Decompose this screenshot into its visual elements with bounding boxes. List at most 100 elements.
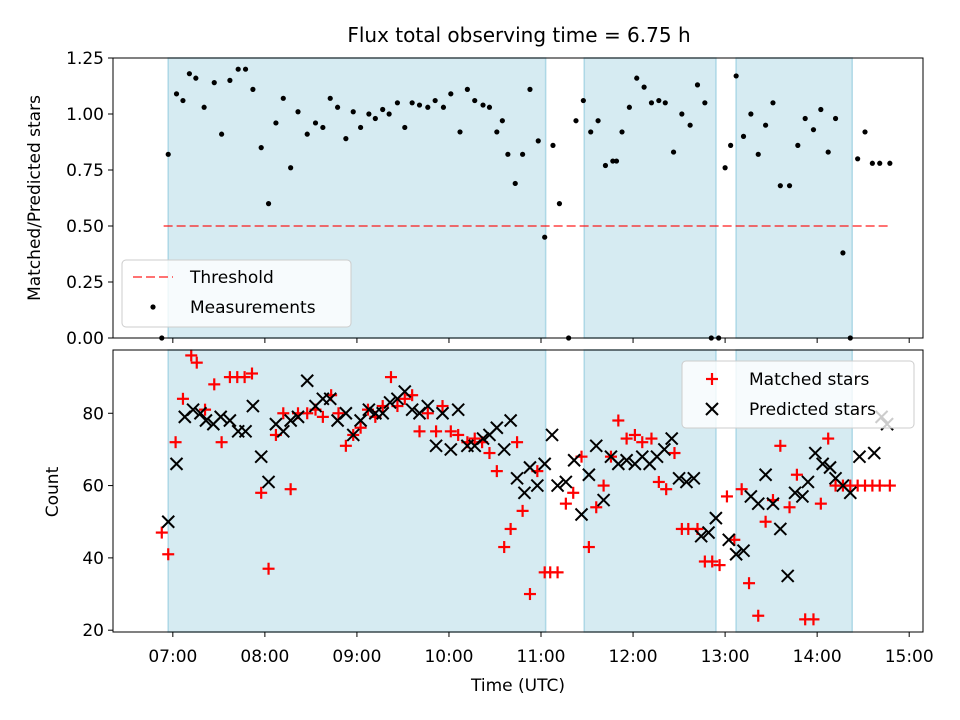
measurement-point [235,66,241,72]
top-y-tick-label: 0.50 [66,217,104,237]
measurement-point [494,129,500,135]
predicted-star-marker [223,413,237,428]
top-plot-frame [112,57,924,339]
matched-star-marker [245,367,258,380]
matched-star-marker [413,425,426,438]
measurement-point [527,86,533,92]
bottom-y-axis-label: Count [43,466,63,517]
bottom-x-ticks: 07:00 08:00 09:00 10:00 11:00 12:00 13:00 14:00… [148,632,934,667]
matched-star-marker [208,378,221,391]
measurement-point [409,100,415,106]
measurement-point [634,75,640,81]
matched-star-marker [652,475,665,488]
bottom-panel: 20 40 60 80 07:00 08:00 09:00 10:00 11:00 12:00 1… [43,349,934,696]
predicted-stars-markers [161,374,894,583]
predicted-star-marker [169,457,184,471]
measurement-point [472,97,478,104]
matched-star-marker [468,432,481,445]
matched-star-marker [262,562,275,575]
measurement-point [380,106,386,113]
matched-star-marker [498,541,511,554]
predicted-star-marker [283,413,298,428]
top-y-tick-label: 0.00 [66,329,104,349]
measurement-point [818,106,824,113]
x-tick-label: 13:00 [701,647,750,667]
matched-star-marker [774,439,787,452]
measurement-point [535,138,541,144]
x-tick-label: 10:00 [424,647,473,667]
matched-star-marker [783,501,796,514]
matched-star-marker [176,392,189,405]
measurement-point [748,111,754,117]
predicted-star-marker [843,486,857,500]
legend-measurements-label: Measurements [190,298,316,318]
predicted-star-marker [679,475,694,489]
measurement-point [687,122,693,128]
matched-star-marker [620,432,633,445]
bottom-y-ticks: 20 40 60 80 [82,404,113,641]
x-tick-label: 12:00 [609,647,658,667]
x-axis-label: Time (UTC) [470,676,565,696]
measurement-point [786,183,793,189]
top-legend-box [121,259,352,328]
measurement-point [320,124,326,131]
measurement-point [512,180,518,187]
matched-star-marker [354,421,367,434]
matched-star-marker [735,483,748,496]
measurement-point [273,120,279,126]
predicted-star-marker [353,413,368,428]
predicted-star-marker [375,406,390,420]
predicted-star-marker [709,511,723,525]
measurement-point [619,129,625,135]
matched-star-marker [277,407,290,420]
matched-star-marker [645,432,658,445]
shaded-interval-1 [583,57,717,339]
predicted-star-marker [589,439,603,453]
matched-star-marker [713,559,726,572]
predicted-star-marker [665,431,679,446]
matched-star-marker [597,479,610,492]
measurement-point [702,100,708,106]
measurement-point [679,111,685,117]
measurement-point [810,127,817,133]
matched-star-marker [590,501,603,514]
predicted-star-marker [582,468,596,482]
predicted-star-marker [611,457,626,471]
predicted-star-marker [729,547,743,561]
measurement-point [802,115,808,122]
matched-star-marker [452,428,465,441]
matched-star-marker [316,410,329,423]
measurement-point [193,75,199,81]
predicted-star-marker [254,449,268,464]
measurement-point [733,73,739,79]
legend-matched-swatch [706,373,718,385]
predicted-star-marker [550,478,565,493]
top-panel: 0.00 0.25 0.50 0.75 1.00 1.25 Matched/Predict… [25,49,924,349]
predicted-star-marker [510,471,524,486]
measurement-point [877,160,883,166]
matched-star-marker [339,439,352,452]
matched-star-marker [490,465,503,478]
predicted-star-marker [694,529,708,543]
predicted-star-marker [852,449,867,464]
legend-measurements-swatch [150,304,156,310]
predicted-star-marker [530,478,545,493]
x-tick-label: 14:00 [793,647,842,667]
predicted-star-marker [736,543,751,558]
predicted-star-marker [213,410,228,424]
predicted-star-marker [421,399,435,413]
predicted-star-marker [300,374,314,388]
measurement-point [728,142,734,148]
predicted-star-marker [672,471,686,486]
predicted-star-marker [339,406,353,420]
predicted-star-marker [246,399,260,413]
measurement-point [394,100,401,106]
predicted-star-marker [503,413,518,428]
bottom-y-tick-label: 40 [82,549,104,569]
x-tick-label: 09:00 [332,647,381,667]
matched-star-marker [668,447,681,460]
matched-star-marker [728,533,741,546]
matched-star-marker [883,479,896,492]
predicted-star-marker [823,460,837,475]
